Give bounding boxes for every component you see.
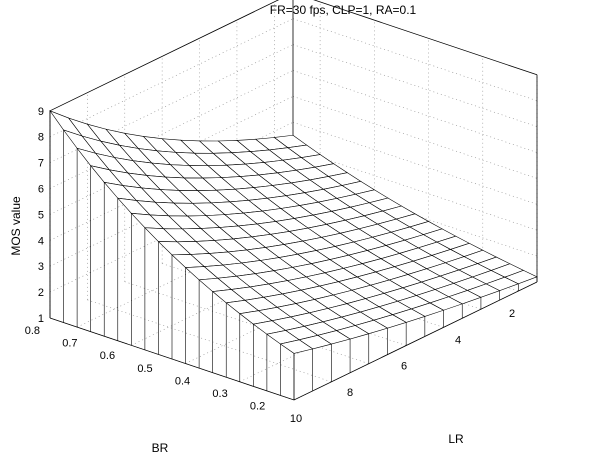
y-tick-label: 0.2 [250,401,265,413]
chart-title: FR=30 fps, CLP=1, RA=0.1 [270,3,417,17]
y-tick-label: 0.6 [100,350,115,362]
z-tick-label: 1 [38,313,44,325]
z-tick-label: 3 [38,261,44,273]
grid-line-y [87,299,332,383]
y-tick-label: 0.5 [137,363,152,375]
x-tick-label: 4 [455,334,461,346]
grid-line-z [292,147,538,231]
y-tick-label: 0.8 [25,325,40,337]
z-tick-label: 4 [38,235,44,247]
z-tick-label: 8 [38,132,44,144]
tick-labels: 1 2 3 4 5 6 7 8 9 2 4 6 8 10 0.2 0.3 0.4 0.5 0.6 0.7 0.8 [25,106,515,425]
grid-line-z [292,70,538,153]
x-axis-label: LR [448,432,464,446]
floor-front-edge [49,281,538,401]
z-tick-label: 2 [38,287,44,299]
box-edge-top-right [313,0,538,76]
box-edge-top-left [49,0,280,112]
z-axis-label: MOS value [9,196,23,256]
grid-line-y [124,281,369,364]
y-tick-label: 0.3 [212,388,227,400]
z-tick-label: 6 [38,184,44,196]
z-tick-label: 5 [38,209,44,221]
z-tick-label: 7 [38,158,44,170]
grid-line-z [292,122,538,205]
x-tick-label: 10 [290,413,302,425]
grid-line-z [292,44,538,127]
grid-line-z [49,18,294,137]
x-tick-label: 2 [509,308,515,320]
grid-line-z [292,96,538,179]
y-axis-label: BR [152,441,169,455]
grid-line-z [292,18,538,101]
x-tick-label: 8 [347,387,353,399]
y-tick-label: 0.7 [62,338,77,350]
surface-mesh [49,110,538,400]
y-tick-label: 0.4 [175,375,190,387]
front-box-edges [49,281,538,401]
z-tick-label: 9 [38,106,44,118]
x-tick-label: 6 [401,361,407,373]
